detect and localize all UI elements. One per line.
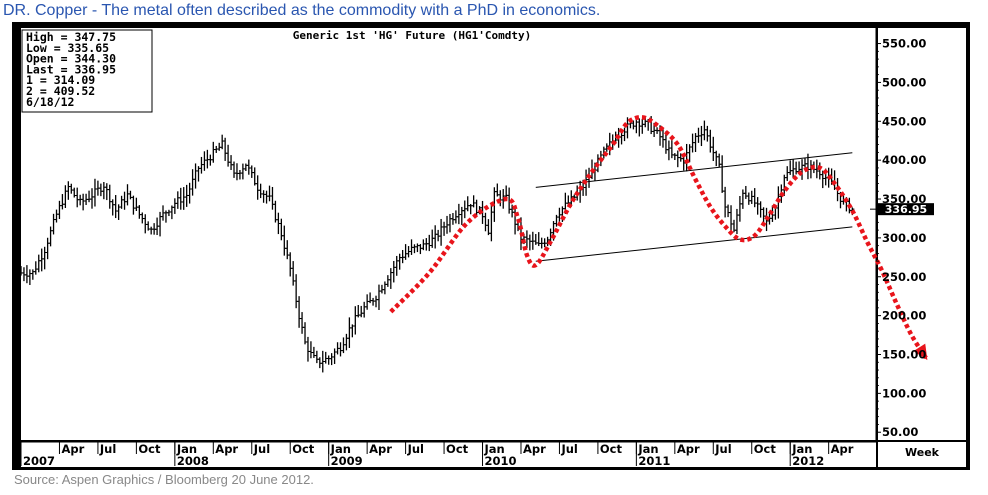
info-box-line: 1 = 314.09 (26, 73, 95, 87)
x-month-label: Apr (677, 442, 700, 456)
pattern-dotted-line (389, 115, 929, 360)
y-tick-label: 300.00 (882, 231, 926, 245)
x-month-label: Jan (330, 442, 351, 456)
x-month-label: Jan (791, 442, 812, 456)
y-tick-label: 150.00 (882, 347, 926, 361)
price-bars (19, 116, 855, 373)
period-label: Week (905, 446, 940, 459)
info-box-line: Open = 344.30 (26, 52, 116, 66)
x-year-label: 2008 (177, 454, 209, 468)
y-tick-label: 200.00 (882, 309, 926, 323)
info-box-line: High = 347.75 (26, 30, 116, 44)
x-month-label: Jul (714, 442, 731, 456)
y-tick-label: 350.00 (882, 192, 926, 206)
x-year-label: 2007 (23, 454, 55, 468)
y-tick-label: 50.00 (882, 425, 918, 439)
x-month-label: Oct (446, 442, 469, 456)
period-panel (878, 442, 966, 467)
x-month-label: Jul (99, 442, 116, 456)
x-month-label: Oct (754, 442, 777, 456)
y-tick-label: 450.00 (882, 114, 926, 128)
x-month-label: Apr (61, 442, 84, 456)
plot-area (21, 28, 876, 440)
x-year-label: 2012 (792, 454, 824, 468)
source-note: Source: Aspen Graphics / Bloomberg 20 Ju… (14, 472, 314, 487)
x-month-label: Oct (600, 442, 623, 456)
x-month-label: Jul (560, 442, 577, 456)
x-month-label: Oct (292, 442, 315, 456)
x-year-label: 2011 (638, 454, 670, 468)
y-tick-label: 550.00 (882, 37, 926, 51)
info-box-line: Low = 335.65 (26, 41, 109, 55)
info-box-line: 6/18/12 (26, 95, 74, 109)
x-month-label: Apr (523, 442, 546, 456)
x-month-label: Jan (637, 442, 658, 456)
x-month-label: Apr (215, 442, 238, 456)
x-axis-panel (21, 442, 876, 467)
y-tick-label: 100.00 (882, 386, 926, 400)
x-month-label: Jul (253, 442, 270, 456)
last-price-box (878, 203, 934, 216)
info-box-line: Last = 336.95 (26, 62, 116, 76)
x-year-label: 2009 (331, 454, 363, 468)
chart-title: Generic 1st 'HG' Future (HG1'Comdty) (293, 29, 531, 42)
channel-lower-line (535, 226, 853, 262)
x-month-label: Jan (176, 442, 197, 456)
x-month-label: Oct (138, 442, 161, 456)
info-box-frame (21, 29, 153, 113)
x-month-label: Jan (484, 442, 505, 456)
x-axis: Apr Jul Oct Jan Apr Jul Oct Jan Apr Jul Oct Jan Apr J… (20, 441, 876, 468)
x-month-label: Jul (407, 442, 424, 456)
y-axis-panel (878, 28, 966, 440)
y-tick-label: 400.00 (882, 153, 926, 167)
price-chart: Generic 1st 'HG' Future (HG1'Comdty) Hig… (12, 22, 970, 470)
x-month-label: Apr (831, 442, 854, 456)
pattern-arrowhead (913, 343, 928, 361)
y-tick-label: 500.00 (882, 75, 926, 89)
pattern-overlay (389, 115, 929, 361)
x-year-label: 2010 (485, 454, 517, 468)
x-month-label: Apr (369, 442, 392, 456)
last-price-label: 336.95 (885, 203, 927, 216)
last-price-tag: 336.95 (878, 203, 934, 216)
info-box-line: 2 = 409.52 (26, 84, 95, 98)
y-tick-label: 250.00 (882, 270, 926, 284)
y-axis: 550.00 500.00 450.00 400.00 350.00 300.00 250.… (870, 37, 926, 439)
headline: DR. Copper - The metal often described a… (3, 2, 601, 19)
